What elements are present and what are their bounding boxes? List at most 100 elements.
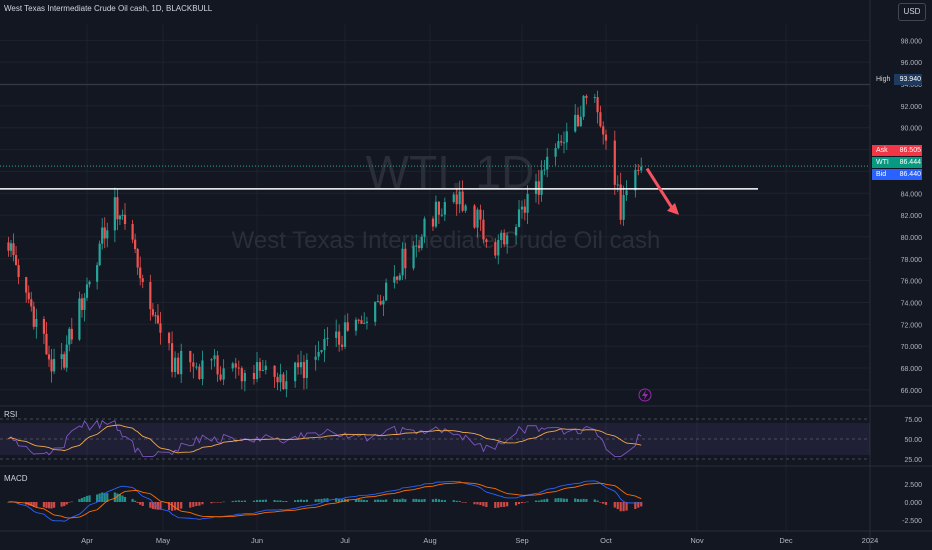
- macd-histogram-bar: [596, 500, 599, 502]
- candle-body: [616, 184, 619, 186]
- candle-body: [210, 359, 213, 361]
- macd-histogram-bar: [279, 500, 282, 502]
- candle-body: [613, 140, 616, 185]
- candle-body: [139, 267, 142, 279]
- candle-body: [382, 300, 385, 305]
- macd-histogram-bar: [50, 502, 53, 509]
- candle-body: [294, 362, 297, 382]
- last-tag-label: WTI: [872, 157, 894, 168]
- macd-histogram-bar: [85, 495, 89, 502]
- watermark-name: West Texas Intermediate Crude Oil cash: [232, 227, 661, 254]
- macd-histogram-bar: [479, 502, 482, 506]
- candle-body: [7, 242, 10, 251]
- time-axis-label: Dec: [779, 536, 793, 545]
- candle-body: [340, 344, 344, 347]
- candle-body: [88, 281, 91, 285]
- macd-histogram-bar: [546, 498, 549, 502]
- candle-body: [455, 194, 458, 205]
- macd-histogram-bar: [622, 502, 625, 512]
- candle-body: [395, 276, 399, 280]
- candle-body: [296, 362, 300, 368]
- candle-body: [335, 331, 338, 338]
- candle-body: [258, 362, 262, 371]
- candle-body: [50, 359, 53, 372]
- macd-histogram-bar: [189, 502, 192, 508]
- candle-body: [520, 206, 524, 210]
- candle-body: [431, 218, 435, 227]
- macd-histogram-bar: [264, 499, 267, 502]
- macd-histogram-bar: [131, 498, 134, 502]
- macd-histogram-bar: [60, 502, 63, 507]
- macd-histogram-bar: [45, 502, 48, 509]
- time-axis-label: Oct: [600, 536, 613, 545]
- macd-histogram-bar: [252, 500, 256, 502]
- candle-body: [149, 281, 152, 310]
- down-arrow-annotation[interactable]: [645, 167, 679, 215]
- candle-body: [317, 351, 320, 357]
- macd-histogram-bar: [485, 502, 488, 508]
- macd-histogram-bar: [374, 499, 377, 502]
- rsi-axis-label: 50.00: [904, 437, 922, 444]
- price-axis-label: 98.000: [901, 38, 923, 45]
- candle-body: [118, 215, 122, 220]
- candle-body: [346, 322, 349, 331]
- candle-body: [159, 323, 162, 333]
- price-axis-label: 92.000: [901, 104, 923, 111]
- candle-body: [458, 191, 461, 205]
- candle-body: [261, 370, 264, 372]
- candle-body: [562, 142, 566, 144]
- macd-histogram-bar: [613, 502, 616, 508]
- candle-body: [70, 328, 73, 340]
- candle-body: [192, 362, 195, 367]
- candle-body: [60, 354, 63, 359]
- macd-histogram-bar: [393, 499, 396, 502]
- macd-histogram-bar: [317, 499, 320, 502]
- macd-histogram-bar: [363, 499, 366, 502]
- candle-body: [32, 306, 35, 327]
- high-tag-label: High: [872, 74, 894, 85]
- macd-histogram-bar: [222, 501, 225, 503]
- macd-histogram-bar: [201, 502, 204, 505]
- lightning-icon[interactable]: [638, 388, 652, 402]
- macd-histogram-bar: [582, 498, 585, 502]
- candle-body: [320, 350, 323, 352]
- macd-histogram-bar: [174, 502, 177, 511]
- candle-body: [523, 206, 526, 213]
- macd-histogram-bar: [482, 502, 485, 507]
- candle-body: [503, 232, 506, 245]
- macd-histogram-bar: [141, 502, 144, 506]
- macd-histogram-bar: [154, 502, 157, 510]
- candle-body: [374, 301, 377, 322]
- candle-body: [417, 245, 421, 249]
- macd-histogram-bar: [121, 495, 124, 502]
- macd-histogram-bar: [156, 502, 160, 510]
- candle-body: [47, 354, 51, 360]
- macd-histogram-bar: [565, 498, 568, 502]
- currency-selector[interactable]: USD: [898, 3, 926, 21]
- macd-histogram-bar: [616, 502, 619, 510]
- macd-histogram-bar: [216, 502, 219, 503]
- macd-histogram-bar: [417, 499, 421, 502]
- candle-body: [360, 320, 363, 324]
- rsi-ma-line: [8, 424, 642, 454]
- candle-body: [68, 328, 71, 345]
- macd-histogram-bar: [494, 502, 497, 508]
- bid-tag-value: 86.440: [894, 169, 922, 180]
- macd-histogram-bar: [42, 502, 46, 508]
- candle-body: [404, 248, 407, 269]
- candle-body: [252, 373, 256, 380]
- time-axis-label: 2024: [862, 536, 879, 545]
- macd-histogram-bar: [118, 494, 122, 502]
- last-price-tag: WTI 86.444: [872, 157, 922, 168]
- candle-body: [494, 242, 497, 256]
- macd-histogram-bar: [634, 502, 637, 509]
- candle-body: [35, 318, 38, 327]
- macd-histogram-bar: [192, 502, 195, 507]
- candle-body: [540, 170, 543, 195]
- candle-body: [506, 235, 509, 245]
- price-axis-label: 74.000: [901, 300, 923, 307]
- macd-histogram-bar: [562, 498, 566, 502]
- candle-body: [625, 190, 628, 196]
